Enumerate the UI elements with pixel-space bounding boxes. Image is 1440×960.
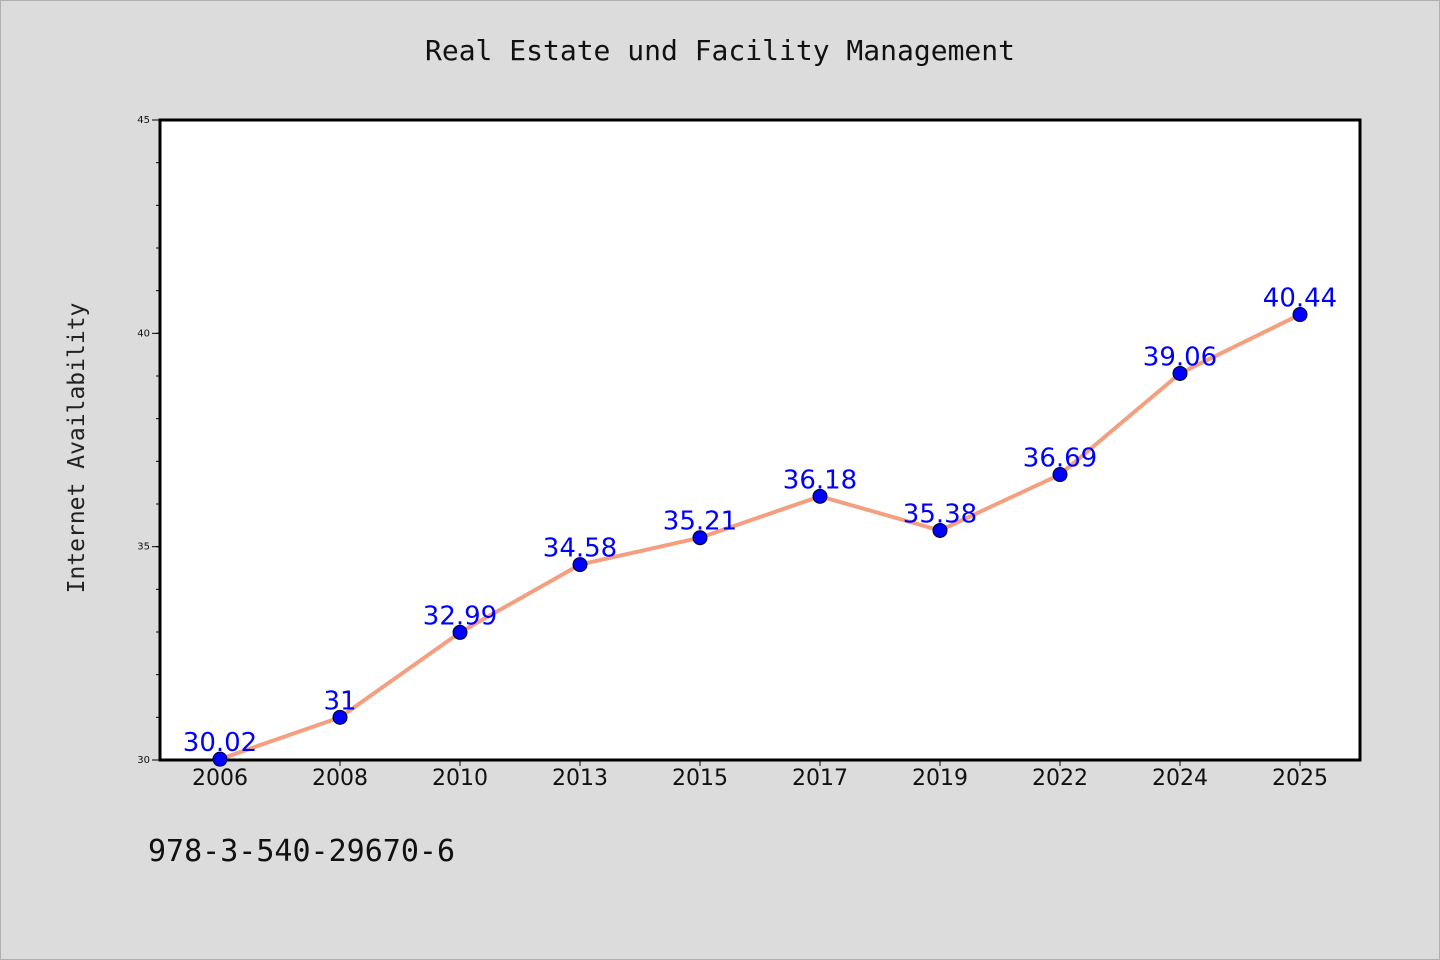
chart-title: Real Estate und Facility Management [424, 34, 1015, 67]
data-label: 39.06 [1143, 342, 1217, 372]
x-tick-label: 2019 [912, 766, 968, 791]
data-point [692, 530, 708, 546]
data-label: 34.58 [543, 534, 617, 564]
data-label: 35.21 [663, 507, 737, 537]
x-tick-label: 2006 [192, 766, 248, 791]
x-axis: 2006 2008 2010 2013 2015 2017 2019 2022 2024 2025 [192, 760, 1328, 791]
data-label: 32.99 [423, 601, 497, 631]
data-point [1292, 307, 1308, 323]
series-line [218, 312, 1302, 762]
data-point [812, 488, 828, 504]
x-tick-label: 2022 [1032, 766, 1088, 791]
data-point [1052, 467, 1068, 483]
plot-area [158, 118, 1362, 762]
y-tick-label: 40 [137, 328, 150, 339]
data-label: 40.44 [1263, 284, 1337, 314]
y-tick-label: 30 [137, 755, 150, 766]
x-tick-label: 2008 [312, 766, 368, 791]
data-label: 30.02 [183, 728, 257, 758]
footer-code: 978-3-540-29670-6 [148, 834, 456, 869]
data-point [1172, 365, 1188, 381]
data-label: 36.18 [783, 465, 857, 495]
series-layer [212, 307, 1308, 767]
y-tick-label: 45 [137, 115, 150, 126]
x-tick-label: 2015 [672, 766, 728, 791]
y-axis: 30 35 40 45 [137, 115, 160, 766]
data-label: 31 [323, 686, 356, 716]
x-tick-label: 2025 [1272, 766, 1328, 791]
data-point [452, 624, 468, 640]
y-tick-label: 35 [137, 542, 150, 553]
data-point [932, 522, 948, 538]
x-tick-label: 2010 [432, 766, 488, 791]
data-label: 36.69 [1023, 444, 1097, 474]
x-tick-label: 2017 [792, 766, 848, 791]
x-tick-label: 2013 [552, 766, 608, 791]
data-point [332, 709, 348, 725]
x-tick-label: 2024 [1152, 766, 1208, 791]
data-point [212, 751, 228, 767]
data-label: 35.38 [903, 499, 977, 529]
data-point [572, 557, 588, 573]
data-label-layer: 30.02 31 32.99 34.58 35.21 36.18 35.38 36.69 39.… [183, 284, 1337, 759]
